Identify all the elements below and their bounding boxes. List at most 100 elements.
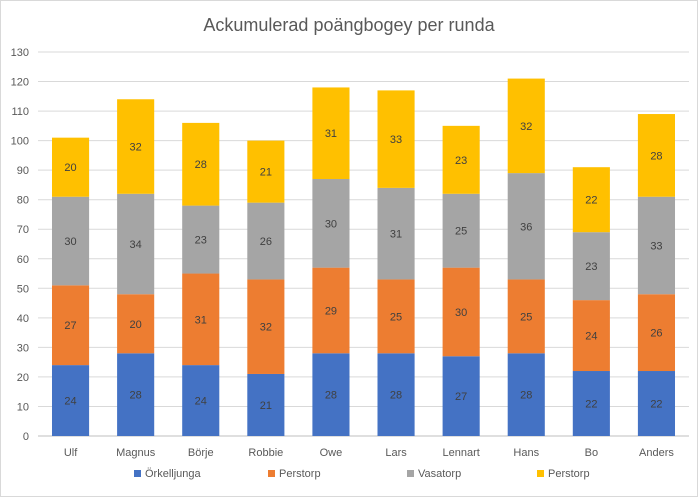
bar-segment: [182, 122, 220, 206]
data-label: 31: [325, 128, 337, 140]
bar-segment: [442, 356, 480, 436]
bar-segment: [182, 205, 220, 274]
data-label: 28: [325, 390, 337, 402]
bar-segment: [247, 202, 285, 280]
data-label: 33: [390, 134, 402, 146]
data-label: 32: [520, 121, 532, 133]
data-label: 27: [64, 320, 76, 332]
bar-segment: [442, 267, 480, 357]
x-category-label: Hans: [513, 447, 539, 459]
bar-segment: [117, 294, 155, 354]
y-tick-label: 110: [11, 106, 29, 118]
legend-label: Örkelljunga: [145, 468, 202, 480]
bar-segment: [637, 114, 676, 197]
bar-segment: [572, 167, 610, 233]
bar-segment: [51, 285, 90, 366]
bar-segment: [572, 232, 610, 301]
legend-swatch: [537, 470, 544, 477]
bar-segment: [507, 78, 545, 174]
data-label: 23: [195, 235, 207, 247]
y-tick-label: 30: [17, 342, 29, 354]
legend-label: Vasatorp: [418, 468, 461, 480]
y-tick-label: 50: [17, 283, 29, 295]
data-label: 27: [455, 391, 467, 403]
data-label: 26: [260, 236, 272, 248]
x-category-label: Robbie: [248, 447, 283, 459]
legend: Örkelljunga Perstorp Vasatorp Perstorp: [134, 468, 590, 480]
data-label: 23: [585, 261, 597, 273]
data-label: 23: [455, 155, 467, 167]
bar-segment: [507, 353, 545, 436]
legend-swatch: [407, 470, 414, 477]
data-label: 30: [325, 218, 337, 230]
y-tick-label: 10: [17, 401, 29, 413]
bar-segment: [117, 99, 155, 194]
x-category-label: Bo: [585, 447, 598, 459]
legend-label: Perstorp: [279, 468, 321, 480]
y-tick-label: 80: [17, 195, 29, 207]
chart-title: Ackumulerad poängbogey per runda: [203, 15, 495, 35]
data-label: 28: [195, 159, 207, 171]
bar-segment: [572, 300, 610, 372]
data-label: 25: [455, 226, 467, 238]
x-axis-categories: Ulf Magnus Börje Robbie Owe Lars Lennart Hans Bo…: [64, 447, 675, 459]
legend-label: Perstorp: [548, 468, 590, 480]
bar-segment: [572, 371, 610, 436]
bar-segment: [247, 140, 285, 203]
legend-swatch: [268, 470, 275, 477]
bar-segment: [51, 196, 90, 286]
x-category-label: Börje: [188, 447, 214, 459]
data-label: 34: [130, 239, 142, 251]
data-label: 20: [130, 319, 142, 331]
y-tick-label: 20: [17, 372, 29, 384]
bar-segment: [312, 87, 350, 180]
data-label: 22: [585, 399, 597, 411]
y-tick-label: 90: [17, 165, 29, 177]
bar-segment: [377, 187, 415, 280]
data-label: 24: [195, 396, 207, 408]
bars: 24 27 30 20 28 20 34 32 24 31 23 28 21 32 26 21 28 29 30 31…: [51, 78, 676, 436]
bar-segment: [377, 353, 415, 436]
bar-segment: [182, 273, 220, 366]
bar-segment: [637, 294, 676, 372]
data-label: 24: [64, 396, 76, 408]
bar-segment: [442, 125, 480, 194]
x-category-label: Ulf: [64, 447, 78, 459]
data-label: 28: [390, 390, 402, 402]
data-label: 22: [585, 195, 597, 207]
bar-segment: [637, 371, 676, 436]
y-tick-label: 40: [17, 313, 29, 325]
x-category-label: Lars: [385, 447, 407, 459]
y-tick-label: 130: [11, 47, 29, 59]
data-label: 21: [260, 400, 272, 412]
bar-segment: [312, 179, 350, 268]
bar-segment: [507, 279, 545, 354]
bar-segment: [182, 365, 220, 436]
data-label: 25: [390, 311, 402, 323]
data-label: 28: [520, 390, 532, 402]
data-label: 26: [650, 328, 662, 340]
y-tick-label: 60: [17, 254, 29, 266]
y-tick-label: 70: [17, 224, 29, 236]
legend-swatch: [134, 470, 141, 477]
x-category-label: Lennart: [442, 447, 479, 459]
data-label: 32: [130, 142, 142, 154]
bar-segment: [117, 353, 155, 436]
data-label: 31: [390, 229, 402, 241]
data-label: 21: [260, 167, 272, 179]
data-label: 28: [650, 150, 662, 162]
data-label: 20: [64, 162, 76, 174]
data-label: 30: [64, 236, 76, 248]
data-label: 32: [260, 322, 272, 334]
y-tick-label: 0: [23, 431, 29, 443]
data-label: 28: [130, 390, 142, 402]
bar-segment: [247, 279, 285, 374]
bar-segment: [51, 365, 90, 436]
x-category-label: Anders: [639, 447, 674, 459]
bar-segment: [247, 373, 285, 436]
y-axis-ticks: 0 10 20 30 40 50 60 70 80 90 100 110 120 130: [11, 47, 29, 443]
bar-segment: [637, 196, 676, 295]
bar-segment: [377, 90, 415, 188]
bar-segment: [117, 193, 155, 295]
x-category-label: Owe: [320, 447, 343, 459]
